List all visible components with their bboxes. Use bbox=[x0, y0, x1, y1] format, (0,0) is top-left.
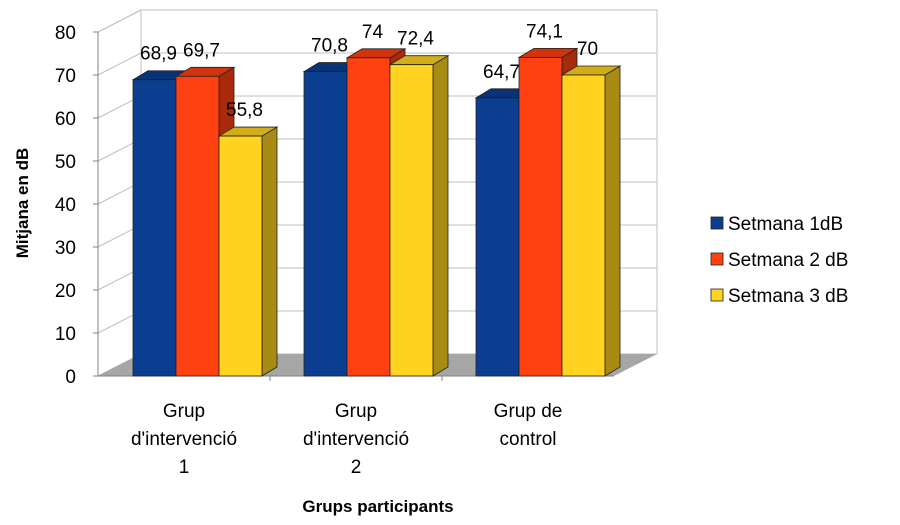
y-tick-label: 0 bbox=[65, 367, 76, 388]
bar-front bbox=[303, 71, 348, 377]
x-category-label: d'intervenció bbox=[131, 429, 237, 450]
x-axis-categories: Grup d'intervenció 1 Grup d'intervenció 2 Grup… bbox=[131, 376, 562, 478]
data-label: 72,4 bbox=[397, 29, 434, 50]
bar-side bbox=[261, 126, 278, 377]
x-category-label: Grup bbox=[335, 401, 377, 422]
bars bbox=[131, 47, 622, 377]
bar-front bbox=[561, 74, 606, 377]
data-label: 74 bbox=[362, 22, 384, 43]
y-tick-label: 60 bbox=[55, 109, 76, 130]
bar-front bbox=[175, 75, 220, 377]
bar-side bbox=[604, 65, 621, 377]
data-label: 68,9 bbox=[140, 44, 177, 65]
y-tick-label: 50 bbox=[55, 152, 76, 173]
bar bbox=[560, 65, 622, 377]
data-label: 55,8 bbox=[226, 100, 263, 121]
x-axis-title: Grups participants bbox=[302, 497, 453, 516]
x-category-label: 2 bbox=[351, 457, 362, 478]
bar-front bbox=[346, 57, 391, 377]
legend-swatch bbox=[710, 288, 724, 302]
x-category-label: control bbox=[499, 429, 556, 450]
bar bbox=[217, 126, 279, 377]
x-category-label: d'intervenció bbox=[303, 429, 409, 450]
legend-label: Setmana 1dB bbox=[728, 214, 843, 235]
data-label: 64,7 bbox=[483, 62, 520, 83]
y-tick-label: 30 bbox=[55, 238, 76, 259]
bar-front bbox=[218, 135, 263, 377]
x-category-label: Grup bbox=[163, 401, 205, 422]
y-tick-label: 80 bbox=[55, 23, 76, 44]
y-tick-label: 40 bbox=[55, 195, 76, 216]
bar-front bbox=[475, 97, 520, 377]
legend-label: Setmana 3 dB bbox=[728, 286, 848, 307]
legend-swatch bbox=[710, 252, 724, 266]
y-tick-label: 20 bbox=[55, 281, 76, 302]
bar bbox=[388, 54, 450, 377]
legend-swatch bbox=[710, 216, 724, 230]
y-tick-label: 70 bbox=[55, 66, 76, 87]
data-label: 74,1 bbox=[526, 21, 563, 42]
data-label: 70 bbox=[577, 39, 598, 60]
data-labels: 68,9 69,7 55,8 70,8 74 72,4 64,7 74,1 70 bbox=[140, 21, 598, 121]
gridline-side bbox=[97, 52, 142, 76]
y-axis-ticks: 0 10 20 30 40 50 60 70 80 bbox=[55, 23, 614, 388]
legend: Setmana 1dB Setmana 2 dB Setmana 3 dB bbox=[710, 214, 848, 307]
y-axis-title: Mitjana en dB bbox=[13, 148, 32, 259]
bar-front bbox=[518, 56, 563, 377]
legend-label: Setmana 2 dB bbox=[728, 250, 848, 271]
gridline-side bbox=[97, 9, 142, 33]
data-label: 70,8 bbox=[311, 36, 348, 57]
bar-front bbox=[132, 79, 177, 377]
y-tick-label: 10 bbox=[55, 324, 76, 345]
data-label: 69,7 bbox=[183, 40, 220, 61]
bar-front bbox=[389, 64, 434, 377]
x-category-label: 1 bbox=[179, 457, 190, 478]
bar-side bbox=[432, 54, 449, 377]
x-category-label: Grup de bbox=[494, 401, 563, 422]
